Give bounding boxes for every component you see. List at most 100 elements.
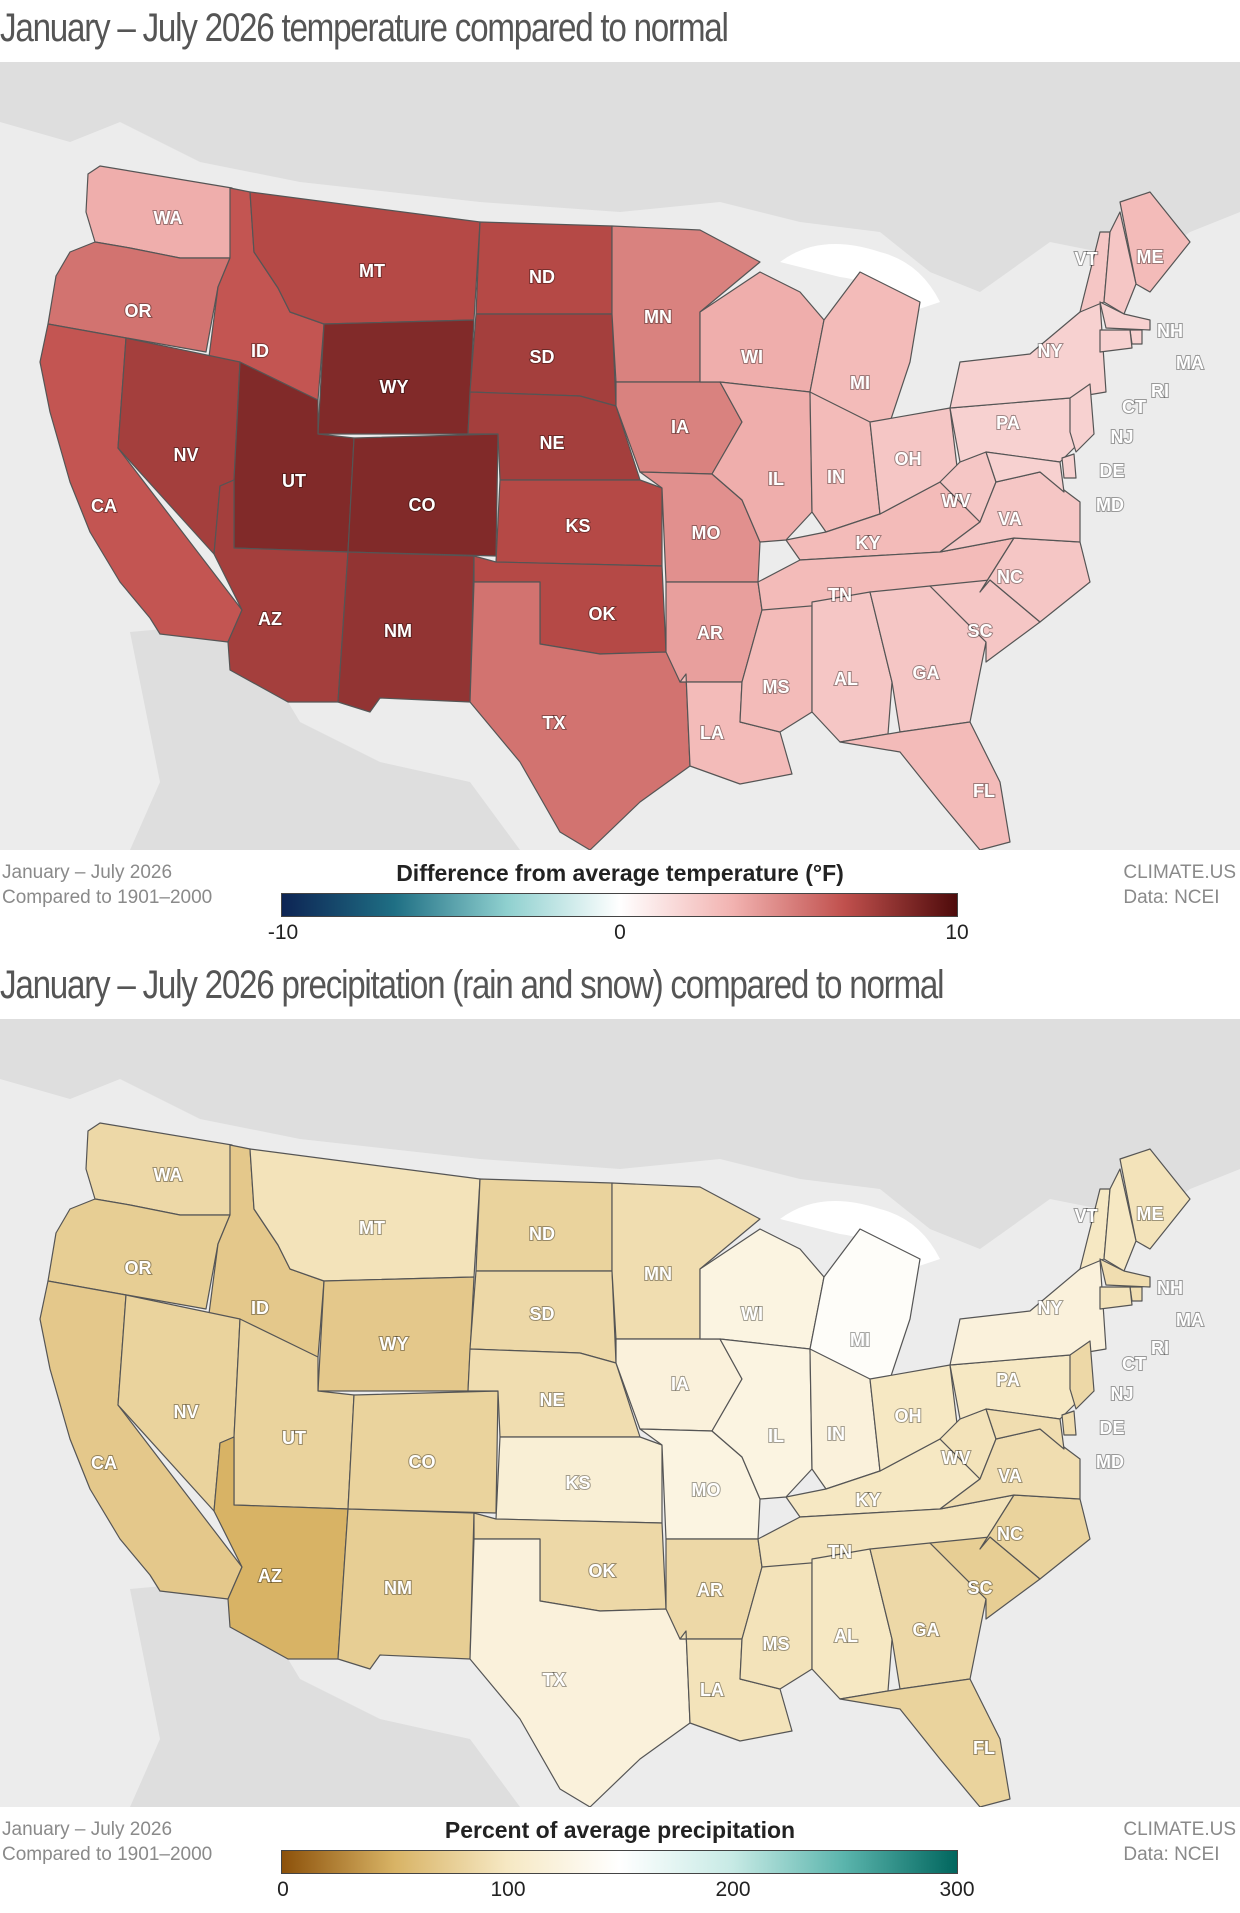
temperature-state-label: WY (380, 377, 409, 397)
temperature-state-label: ID (251, 341, 269, 361)
temperature-state-label: MI (850, 373, 870, 393)
precipitation-map: WA OR CA ID NV MT WY UT AZ CO NM ND SD NE KS OK TX MN IA MO… (0, 1019, 1240, 1807)
temperature-state-label: CO (409, 495, 436, 515)
temperature-state-label: MS (763, 677, 790, 697)
precipitation-state-label: DE (1099, 1418, 1124, 1438)
temperature-state-label: UT (282, 471, 306, 491)
precipitation-state-label: TX (542, 1670, 565, 1690)
precipitation-state-label: MN (644, 1264, 672, 1284)
precipitation-map-svg: WA OR CA ID NV MT WY UT AZ CO NM ND SD NE KS OK TX MN IA MO… (0, 1019, 1240, 1807)
precipitation-state-label: OR (125, 1258, 152, 1278)
temperature-state-label: NY (1037, 341, 1062, 361)
precipitation-state-label: CO (409, 1452, 436, 1472)
temperature-state-label: OH (895, 449, 922, 469)
temperature-state-label: OK (589, 604, 616, 624)
temperature-state-label: NJ (1110, 427, 1133, 447)
precipitation-state-label: NJ (1110, 1384, 1133, 1404)
temperature-state-or (47, 241, 231, 353)
precipitation-state-de (1061, 1410, 1077, 1436)
precipitation-state-label: NE (539, 1390, 564, 1410)
temperature-state-label: CA (91, 496, 117, 516)
temperature-state-label: PA (996, 413, 1020, 433)
temperature-neighbor-land (0, 62, 1240, 292)
temperature-state-label: VA (998, 509, 1022, 529)
precipitation-state-label: NM (384, 1578, 412, 1598)
precipitation-state-label: WV (942, 1448, 971, 1468)
temperature-state-label: KY (855, 533, 880, 553)
precipitation-legend-colorbar (281, 1850, 958, 1874)
temperature-state-label: VT (1074, 249, 1097, 269)
precipitation-legend-tick: 300 (939, 1878, 975, 1901)
temperature-state-fl (839, 721, 1011, 850)
precipitation-neighbor-land (1050, 1079, 1240, 1219)
precipitation-state-label: IA (671, 1374, 689, 1394)
temperature-neighbor-land (130, 622, 520, 850)
precipitation-state-label: NC (997, 1524, 1023, 1544)
temperature-state-label: DE (1099, 461, 1124, 481)
precipitation-state-label: OH (895, 1406, 922, 1426)
precipitation-state-label: GA (913, 1620, 940, 1640)
precipitation-state-label: WA (154, 1165, 183, 1185)
precipitation-state-label: WY (380, 1334, 409, 1354)
data-source: Data: NCEI (1123, 887, 1220, 908)
precipitation-state-label: FL (973, 1738, 995, 1758)
precipitation-state-label: ME (1137, 1204, 1164, 1224)
temperature-map-svg: WA OR CA ID NV MT WY UT AZ CO NM ND SD NE KS OK TX MN IA MO… (0, 62, 1240, 850)
precipitation-footer-right: CLIMATE.US Data: NCEI (1123, 1817, 1236, 1867)
precipitation-state-label: WI (741, 1304, 763, 1324)
period-label: January – July 2026 (2, 862, 173, 883)
precipitation-state-label: IL (768, 1426, 784, 1446)
temperature-map: WA OR CA ID NV MT WY UT AZ CO NM ND SD NE KS OK TX MN IA MO… (0, 62, 1240, 850)
baseline-label: Compared to 1901–2000 (2, 1844, 213, 1865)
temperature-legend-tick: 0 (614, 921, 626, 944)
precipitation-legend-title: Percent of average precipitation (444, 1817, 796, 1843)
temperature-state-label: OR (125, 301, 152, 321)
temperature-state-label: WI (741, 347, 763, 367)
precipitation-state-label: NV (173, 1402, 198, 1422)
temperature-state-de (1061, 453, 1077, 479)
temperature-state-sc (929, 579, 1041, 663)
temperature-state-ma (1099, 301, 1151, 331)
temperature-legend-tick: 10 (945, 921, 969, 944)
precipitation-state-label: VA (998, 1466, 1022, 1486)
precipitation-state-ma (1099, 1258, 1151, 1288)
source-brand: CLIMATE.US (1123, 862, 1236, 883)
precipitation-state-label: SC (967, 1578, 992, 1598)
temperature-state-label: LA (700, 723, 724, 743)
precipitation-state-label: MA (1176, 1310, 1204, 1330)
precipitation-state-label: IN (827, 1424, 845, 1444)
precipitation-state-label: ND (529, 1224, 555, 1244)
precipitation-footer-left: January – July 2026 Compared to 1901–200… (2, 1817, 212, 1867)
temperature-legend-title: Difference from average temperature (°F) (396, 860, 844, 886)
precipitation-state-label: MI (850, 1330, 870, 1350)
precipitation-state-label: AR (697, 1580, 723, 1600)
temperature-state-label: MA (1176, 353, 1204, 373)
precipitation-state-label: UT (282, 1428, 306, 1448)
precipitation-state-label: SD (529, 1304, 554, 1324)
temperature-state-label: SC (967, 621, 992, 641)
temperature-state-label: TN (828, 585, 852, 605)
temperature-legend-tick: -10 (267, 921, 299, 944)
precipitation-state-ct (1099, 1286, 1133, 1310)
temperature-state-label: NM (384, 621, 412, 641)
precipitation-state-ks (495, 1436, 663, 1524)
temperature-state-label: ND (529, 267, 555, 287)
temperature-title: January – July 2026 temperature compared… (0, 6, 729, 50)
temperature-neighbor-land (1050, 122, 1240, 262)
precipitation-state-nj (1069, 1340, 1095, 1410)
precipitation-state-fl (839, 1678, 1011, 1807)
temperature-state-label: KS (565, 516, 590, 536)
temperature-state-label: MD (1096, 495, 1124, 515)
temperature-state-label: NE (539, 433, 564, 453)
precipitation-state-label: VT (1074, 1206, 1097, 1226)
precipitation-state-label: NY (1037, 1298, 1062, 1318)
temperature-state-label: MN (644, 307, 672, 327)
precipitation-state-label: AL (834, 1626, 858, 1646)
precipitation-state-label: MD (1096, 1452, 1124, 1472)
precipitation-state-label: PA (996, 1370, 1020, 1390)
temperature-state-label: GA (913, 663, 940, 683)
precipitation-state-sc (929, 1536, 1041, 1620)
precipitation-legend-tick: 0 (277, 1878, 289, 1901)
precipitation-state-label: TN (828, 1542, 852, 1562)
source-brand: CLIMATE.US (1123, 1819, 1236, 1840)
